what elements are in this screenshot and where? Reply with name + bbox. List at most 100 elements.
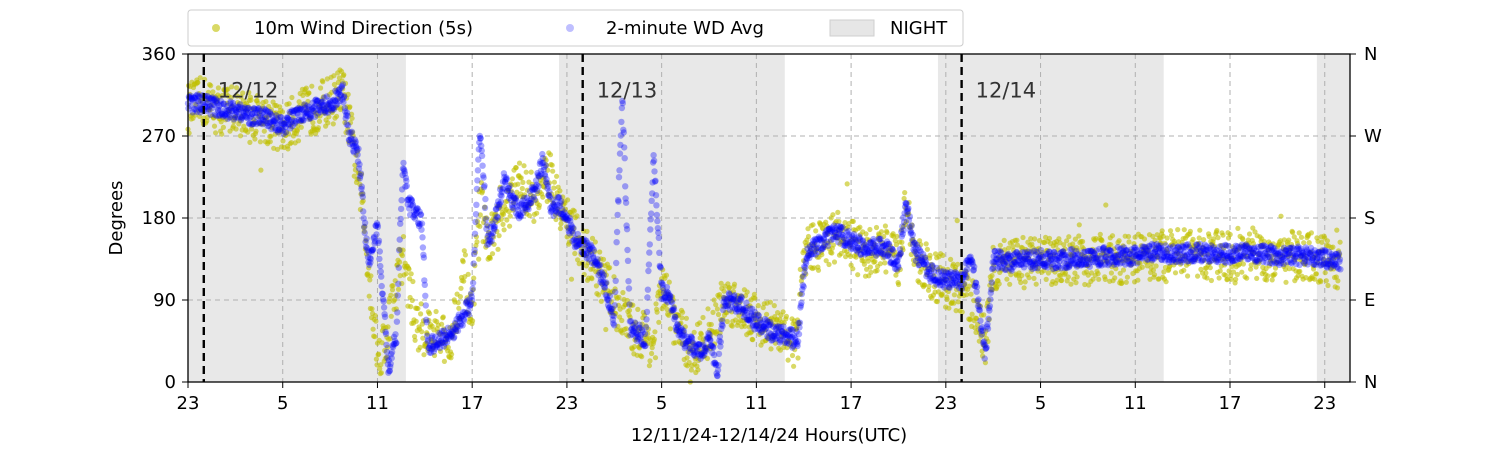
wd5s-point-792	[623, 302, 629, 308]
wd5s-point-1909	[1240, 236, 1246, 242]
wd5s-point-370	[389, 287, 396, 293]
wd5s-point-1479	[1002, 258, 1008, 264]
wd5s-point-1745	[1149, 253, 1155, 259]
wd5s-point-531	[478, 180, 484, 186]
wdavg-point-593	[465, 311, 473, 318]
wd5s-point-321	[362, 246, 368, 252]
wd5s-point-614	[524, 187, 530, 193]
wd5s-point-327	[366, 265, 372, 271]
wd5s-point-1727	[1139, 264, 1145, 270]
wdavg-point-374	[361, 219, 369, 226]
wd5s-point-1234	[867, 226, 873, 233]
wd5s-point-1513	[1021, 285, 1027, 291]
wd5s-point-542	[484, 223, 491, 229]
wd5s-point-849	[654, 309, 660, 315]
wd5s-point-1567	[1051, 252, 1057, 258]
wdavg-point-673	[503, 176, 510, 183]
wd5s-point-1487	[1007, 281, 1013, 287]
wd5s-point-1115	[801, 247, 807, 254]
wdavg-point-976	[647, 226, 654, 233]
wd5s-point-1366	[940, 252, 946, 258]
wd5s-point-1350	[931, 273, 937, 279]
wd5s-point-1300	[903, 219, 910, 225]
wd5s-point-1546	[1039, 249, 1045, 256]
wd5s-point-677	[559, 216, 565, 222]
wd5s-point-1170	[831, 259, 838, 265]
wd5s-point-1500	[1014, 237, 1020, 243]
wd5s-point-400	[406, 266, 412, 272]
wd5s-point-377	[393, 306, 399, 312]
wdavg-point-912	[616, 150, 624, 157]
wd5s-point-785	[619, 317, 625, 324]
wd5s-point-1535	[1033, 281, 1039, 287]
legend-patch-night	[829, 19, 875, 37]
wd5s-point-561	[495, 246, 501, 252]
wdavg-point-910	[615, 174, 623, 181]
wd5s-point-672	[556, 209, 562, 215]
wd5s-point-1457	[990, 244, 996, 250]
wd5s-point-960	[715, 311, 722, 318]
wd5s-point-420	[417, 344, 423, 350]
wd5s-point-1262	[882, 223, 889, 229]
wd5s-point-1198	[847, 244, 853, 250]
wd5s-point-1305	[906, 199, 912, 206]
wd5s-point-835	[646, 363, 653, 369]
wd5s-point-1827	[1195, 273, 1201, 279]
wd5s-point-544	[486, 229, 492, 235]
wdavg-point-920	[620, 129, 627, 136]
x-tick-label-4: 23	[555, 393, 578, 414]
wdavg-point-740	[535, 183, 542, 190]
wd5s-point-99	[240, 90, 246, 96]
wd5s-point-338	[372, 334, 378, 340]
wdavg-point-1697	[988, 279, 995, 286]
wd5s-point-383	[397, 259, 403, 265]
wd5s-point-631	[534, 210, 540, 216]
wd5s-point-296	[349, 111, 355, 117]
wd5s-point-1606	[1072, 236, 1078, 242]
wd5s-point-55	[215, 85, 221, 91]
x-tick-label-12: 23	[1313, 393, 1336, 414]
wd5s-point-416	[415, 305, 421, 312]
wdavg-point-362	[356, 161, 363, 168]
wd5s-point-745	[597, 249, 603, 255]
wdavg-point-1673	[977, 317, 984, 324]
wdavg-point-1129	[719, 322, 726, 329]
wd5s-point-1539	[1035, 265, 1041, 271]
wdavg-point-601	[469, 285, 476, 292]
wd5s-point-1317	[913, 242, 919, 248]
wd5s-point-1770	[1163, 279, 1169, 285]
wd5s-point-1684	[1115, 257, 1122, 263]
wd5s-point-1671	[1108, 270, 1114, 276]
wd5s-point-880	[671, 304, 677, 310]
wd5s-point-1162	[827, 238, 833, 244]
wdavg-point-970	[644, 294, 651, 301]
wd5s-point-826	[641, 312, 648, 318]
wdavg-point-907	[614, 211, 621, 219]
wdavg-point-603	[470, 260, 477, 267]
wd5s-point-866	[663, 272, 670, 278]
wd5s-point-1992	[1286, 237, 1292, 243]
wd5s-point-1541	[1036, 238, 1043, 244]
wd5s-point-1692	[1120, 243, 1126, 249]
right-tick-label-3: W	[1364, 126, 1382, 147]
wd5s-point-1814	[1187, 228, 1193, 234]
wdavg-point-1118	[714, 372, 721, 380]
wd5s-point-1419	[969, 311, 975, 317]
wd5s-point-189	[289, 120, 295, 126]
wd5s-point-1432	[976, 338, 982, 344]
wd5s-point-48	[211, 123, 218, 129]
wd5s-point-1559	[1046, 235, 1053, 241]
wdavg-point-602	[469, 279, 477, 287]
wd5s-point-563	[496, 233, 502, 239]
wd5s-point-600	[516, 160, 523, 166]
y-tick-label-2: 180	[142, 208, 176, 229]
wd5s-point-1263	[883, 269, 889, 275]
wd5s-point-1553	[1043, 276, 1049, 282]
wd5s-point-859	[660, 267, 666, 273]
wd5s-point-594	[513, 165, 519, 171]
wd5s-point-554	[491, 241, 497, 247]
wdavg-point-618	[477, 135, 484, 142]
wd5s-point-523	[474, 239, 480, 245]
wd5s-point-2080	[1334, 285, 1340, 291]
wd5s-point-654	[546, 180, 553, 186]
